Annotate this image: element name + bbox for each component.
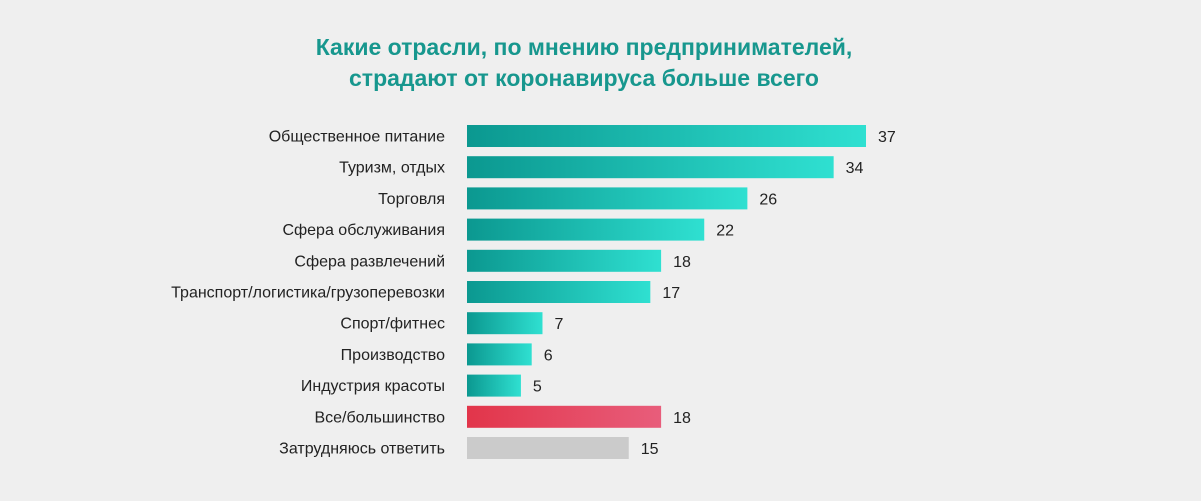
chart-title-line-1: Какие отрасли, по мнению предпринимателе… — [316, 34, 853, 60]
category-label: Спорт/фитнес — [340, 316, 445, 333]
category-label: Торговля — [378, 191, 445, 208]
category-label: Производство — [341, 347, 445, 364]
bar — [467, 156, 834, 179]
bar — [467, 405, 662, 428]
bar — [467, 343, 532, 366]
bar — [467, 437, 629, 459]
value-label: 37 — [878, 129, 896, 146]
bar — [467, 312, 543, 335]
category-label: Сфера обслуживания — [282, 222, 445, 239]
value-label: 34 — [846, 160, 864, 177]
value-label: 17 — [662, 285, 680, 302]
value-label: 18 — [673, 254, 691, 271]
bar — [467, 249, 662, 272]
chart-title-line-2: страдают от коронавируса больше всего — [349, 65, 819, 91]
value-label: 5 — [533, 379, 542, 396]
value-label: 22 — [716, 223, 734, 240]
bar — [467, 125, 866, 147]
category-label: Туризм, отдых — [339, 160, 445, 177]
bars-group: Общественное питание 37 Туризм, отдых 34 Тор… — [171, 125, 896, 459]
bar — [467, 374, 521, 397]
value-label: 18 — [673, 410, 691, 427]
category-label: Транспорт/логистика/грузоперевозки — [171, 285, 445, 302]
value-label: 6 — [544, 347, 553, 364]
category-label: Сфера развлечений — [294, 253, 445, 270]
category-label: Все/большинство — [314, 409, 445, 426]
bar — [467, 218, 705, 241]
category-label: Индустрия красоты — [301, 378, 445, 395]
value-label: 26 — [759, 191, 777, 208]
category-label: Общественное питание — [269, 129, 445, 146]
value-label: 15 — [641, 441, 659, 458]
bar — [467, 187, 748, 210]
category-label: Затрудняюсь ответить — [279, 441, 445, 458]
value-label: 7 — [554, 316, 563, 333]
bar — [467, 281, 651, 303]
